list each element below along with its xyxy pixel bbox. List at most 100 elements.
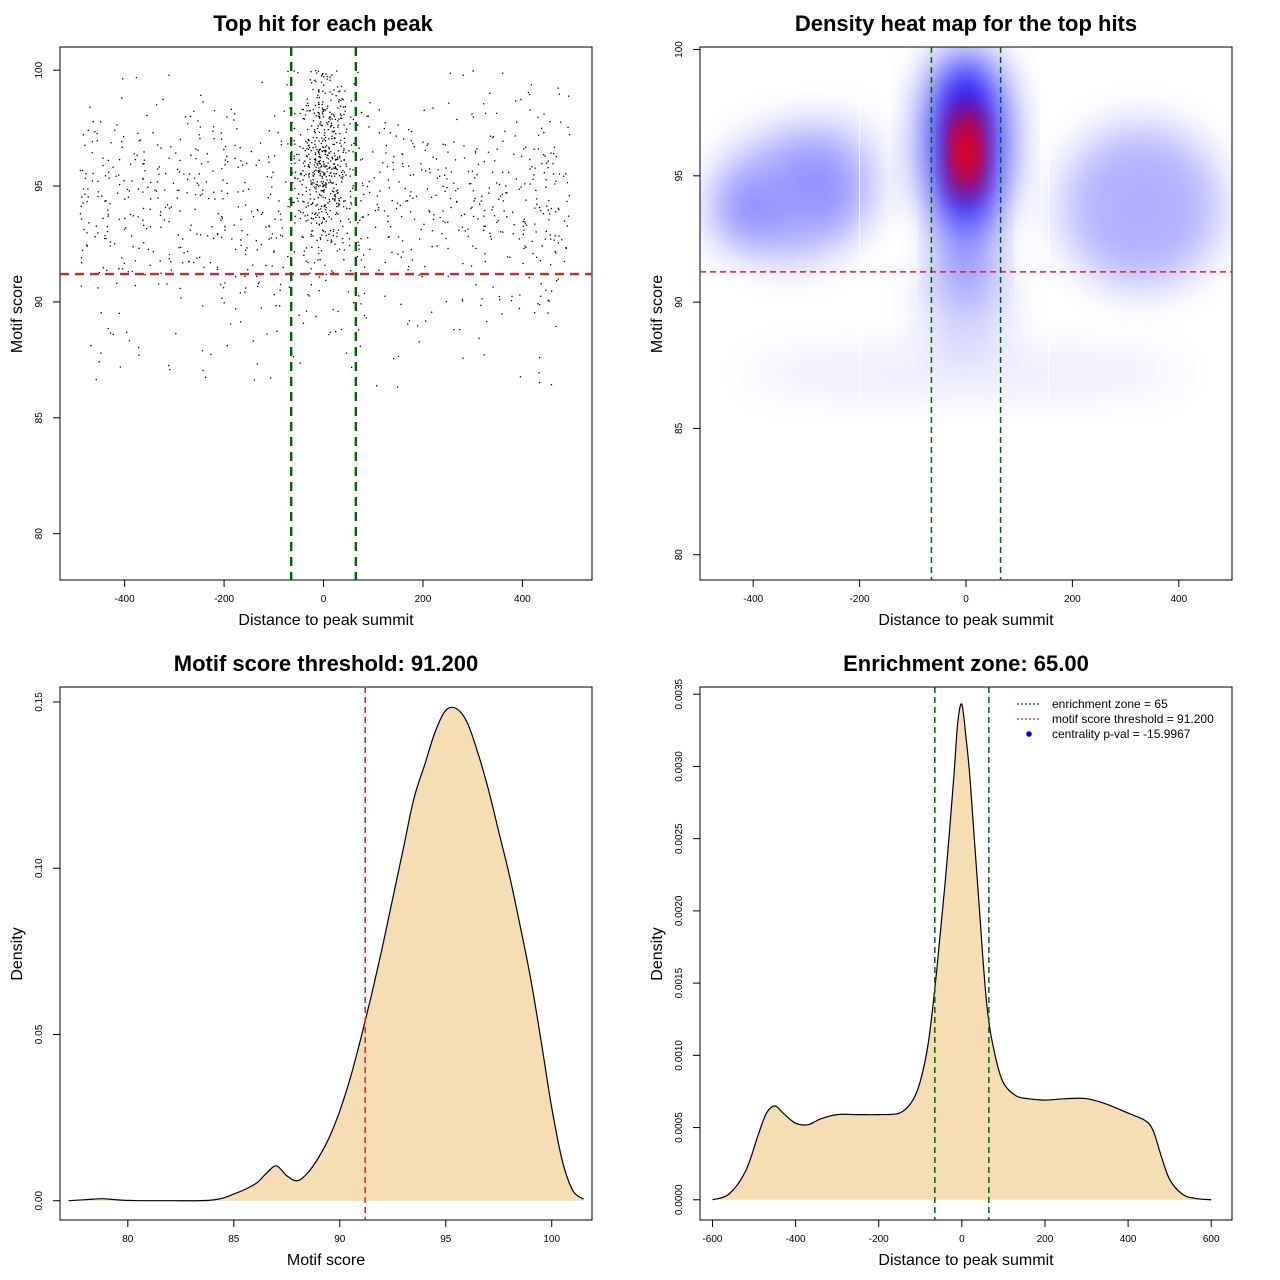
scatter-point — [253, 379, 256, 381]
scatter-point — [129, 213, 132, 216]
scatter-point — [550, 238, 552, 240]
scatter-point — [421, 275, 423, 278]
scatter-point — [224, 159, 226, 161]
heatmap-blue-density — [785, 120, 881, 232]
scatter-point — [555, 252, 557, 254]
scatter-point — [360, 238, 362, 240]
scatter-point — [334, 196, 337, 198]
scatter-point — [342, 225, 344, 227]
scatter-point — [498, 198, 500, 201]
scatter-point — [361, 216, 364, 218]
scatter-point — [313, 129, 316, 131]
scatter-point — [429, 171, 431, 174]
scatter-point — [314, 158, 317, 160]
scatter-point — [271, 265, 273, 267]
scatter-point — [345, 174, 347, 176]
scatter-point — [193, 177, 196, 179]
scatter-point — [257, 210, 259, 212]
scatter-point — [314, 161, 316, 164]
scatter-point — [309, 189, 311, 191]
scatter-point — [470, 182, 472, 185]
scatter-point — [289, 206, 291, 208]
scatter-point — [510, 300, 513, 302]
scatter-point — [317, 185, 320, 188]
scatter-point — [106, 269, 108, 272]
scatter-point — [337, 205, 340, 207]
scatter-point — [343, 259, 345, 261]
scatter-point — [97, 191, 99, 193]
scatter-point — [106, 230, 109, 233]
scatter-point — [318, 252, 320, 255]
scatter-point — [318, 160, 320, 163]
scatter-point — [433, 214, 435, 216]
scatter-point — [487, 151, 490, 153]
scatter-point — [402, 251, 404, 253]
scatter-point — [534, 207, 536, 209]
scatter-point — [244, 204, 247, 206]
scatter-point — [134, 159, 136, 161]
scatter-point — [202, 189, 204, 191]
scatter-point — [180, 246, 182, 248]
scatter-point — [305, 155, 308, 157]
scatter-point — [96, 140, 98, 142]
scatter-point — [292, 356, 295, 358]
scatter-point — [337, 192, 339, 194]
scatter-point — [336, 235, 338, 238]
scatter-point — [473, 200, 475, 202]
scatter-point — [307, 164, 310, 166]
scatter-point — [199, 126, 201, 128]
scatter-xtick-label: -200 — [214, 594, 234, 605]
scatter-point — [396, 202, 399, 204]
scatter-point — [305, 220, 307, 222]
scatter-point — [426, 188, 428, 190]
scatter-point — [213, 237, 215, 239]
scatter-point — [308, 166, 311, 168]
scatter-point — [325, 175, 327, 178]
scatter-point — [326, 75, 328, 78]
scatter-point — [341, 117, 343, 120]
scatter-point — [324, 136, 327, 139]
scatter-point — [360, 259, 363, 261]
scatter-point — [294, 187, 296, 190]
scatter-point — [340, 139, 342, 141]
scatter-point — [407, 323, 409, 325]
scatter-point — [317, 164, 319, 166]
scatter-point — [323, 189, 325, 191]
scatter-point — [359, 219, 361, 222]
scatter-point — [322, 196, 324, 198]
scatter-point — [442, 143, 444, 145]
scatter-point — [374, 209, 376, 212]
distance-density-ytick-label: 0.0015 — [674, 967, 685, 998]
scatter-point — [303, 175, 305, 177]
scatter-point — [310, 217, 312, 219]
scatter-point — [308, 153, 310, 156]
scatter-point — [86, 232, 88, 234]
scatter-point — [127, 196, 129, 198]
scatter-point — [127, 271, 129, 273]
scatter-point — [189, 229, 191, 231]
scatter-point — [164, 189, 166, 191]
scatter-point — [269, 193, 272, 195]
scatter-point — [463, 145, 465, 147]
scatter-point — [338, 175, 341, 177]
scatter-point — [492, 135, 495, 138]
scatter-point — [298, 193, 300, 195]
scatter-point — [520, 186, 522, 188]
scatter-point — [316, 214, 319, 216]
scatter-point — [480, 304, 482, 306]
scatter-point — [313, 131, 316, 133]
scatter-point — [337, 156, 339, 158]
scatter-point — [217, 266, 219, 268]
scatter-point — [391, 251, 393, 254]
scatter-point — [124, 217, 126, 220]
scatter-point — [314, 140, 316, 142]
scatter-point — [568, 133, 571, 136]
scatter-point — [157, 168, 159, 170]
scatter-point — [340, 171, 343, 173]
scatter-point — [322, 84, 325, 86]
scatter-point — [495, 112, 498, 114]
scatter-point — [315, 146, 317, 148]
scatter-point — [80, 262, 83, 264]
scatter-point — [83, 228, 85, 231]
scatter-point — [123, 228, 126, 230]
